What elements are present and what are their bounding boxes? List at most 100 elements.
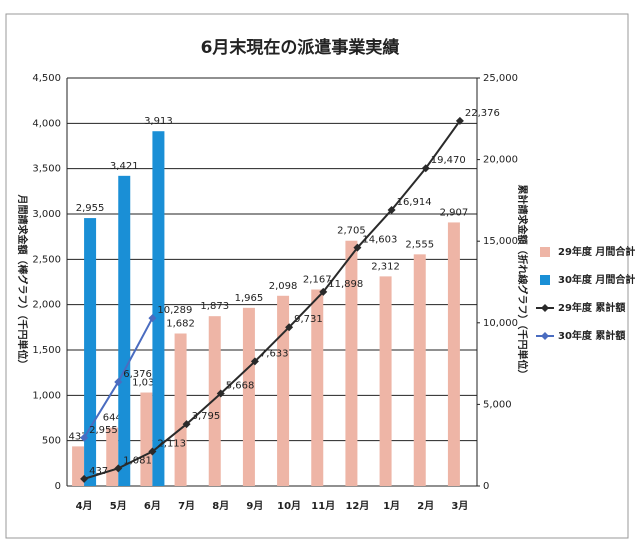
y-tick-label: 2,500 [32,254,61,265]
bar-value-label: 644 [103,413,122,424]
x-tick-label: 5月 [110,500,127,512]
line-value-label: 19,470 [431,155,466,166]
y2-tick-label: 25,000 [483,73,518,84]
y2-axis-label: 累計請求金額（折れ線グラフ）（千円単位） [516,185,529,380]
line-value-label: 2,113 [157,439,186,450]
bar [72,446,85,486]
bar-value-label: 2,098 [269,281,298,292]
bar-value-label: 1,031 [132,378,161,389]
x-tick-label: 12月 [345,500,369,512]
bar [106,427,119,486]
x-tick-label: 6月 [144,500,161,512]
line-marker [114,377,123,386]
line-value-label: 10,289 [157,305,192,316]
bar-value-label: 2,907 [440,207,469,218]
bar-value-label: 1,873 [200,301,229,312]
y-tick-label: 4,500 [32,73,61,84]
x-tick-label: 7月 [178,500,195,512]
line-marker [250,357,259,366]
bar-value-label: 437 [69,431,88,442]
bar-value-label: 1,682 [166,318,195,329]
bar [140,392,153,486]
x-tick-label: 4月 [76,500,93,512]
y-tick-label: 500 [42,436,61,447]
legend-marker [541,304,549,312]
legend-label: 29年度 累計額 [558,301,625,314]
bar [242,307,255,486]
line-value-label: 1,081 [123,455,152,466]
bar [174,333,187,486]
bar [379,276,392,486]
x-tick-label: 9月 [246,500,263,512]
line-marker [353,243,362,252]
line-marker [148,314,157,323]
bar-value-label: 3,913 [144,116,173,127]
line-value-label: 5,668 [226,380,255,391]
line-marker [216,389,225,398]
line-value-label: 2,955 [89,425,118,436]
bar-value-label: 2,312 [371,261,400,272]
line-marker [114,464,123,473]
line-marker [148,447,157,456]
line-value-label: 437 [89,466,108,477]
line-value-label: 6,376 [123,369,152,380]
line-value-label: 7,633 [260,348,289,359]
line-value-label: 14,603 [362,235,397,246]
line [83,120,461,480]
legend-label: 29年度 月間合計 [558,245,635,258]
bar-value-label: 2,167 [303,275,332,286]
bar [208,316,221,486]
y2-tick-label: 10,000 [483,318,518,329]
line-value-label: 16,914 [397,197,432,208]
bar-value-label: 2,555 [405,239,434,250]
y-tick-label: 1,000 [32,390,61,401]
bar [413,254,426,486]
y-tick-label: 3,000 [32,209,61,220]
bar [84,218,97,486]
line-marker [455,116,464,125]
legend-label: 30年度 累計額 [558,329,625,342]
legend-marker [541,332,549,340]
x-tick-label: 3月 [451,500,468,512]
x-tick-label: 2月 [417,500,434,512]
x-tick-label: 8月 [212,500,229,512]
y-tick-label: 2,000 [32,300,61,311]
chart-title: 6月末現在の派遣事業実績 [201,37,400,58]
line-marker [80,474,89,483]
bar-value-label: 2,705 [337,226,366,237]
line-marker [285,323,294,332]
y-tick-label: 4,000 [32,118,61,129]
line-marker [182,420,191,429]
bar [118,175,131,486]
y2-tick-label: 0 [483,481,489,492]
line-marker [319,287,328,296]
bar [277,295,290,486]
legend-swatch [540,247,550,257]
x-tick-label: 11月 [311,500,335,512]
y2-tick-label: 5,000 [483,399,512,410]
y-axis-label: 月間請求金額（棒グラフ）（千円単位） [16,194,29,370]
line-marker [387,205,396,214]
x-tick-label: 10月 [277,500,301,512]
y-tick-label: 3,500 [32,164,61,175]
x-tick-label: 1月 [383,500,400,512]
bar [311,289,324,486]
line-value-label: 3,795 [192,411,221,422]
line-marker [421,164,430,173]
bar-value-label: 3,421 [110,161,139,172]
y2-tick-label: 15,000 [483,236,518,247]
y-tick-label: 1,500 [32,345,61,356]
legend-swatch [540,275,550,285]
bar-value-label: 2,955 [76,203,105,214]
line-marker [80,433,89,442]
line-value-label: 11,898 [328,279,363,290]
y2-tick-label: 20,000 [483,155,518,166]
bar-value-label: 1,965 [235,293,264,304]
y-tick-label: 0 [55,481,61,492]
bar [152,131,165,487]
bar [345,240,358,486]
line-value-label: 22,376 [465,108,500,119]
bar [447,222,460,486]
line-value-label: 9,731 [294,314,323,325]
